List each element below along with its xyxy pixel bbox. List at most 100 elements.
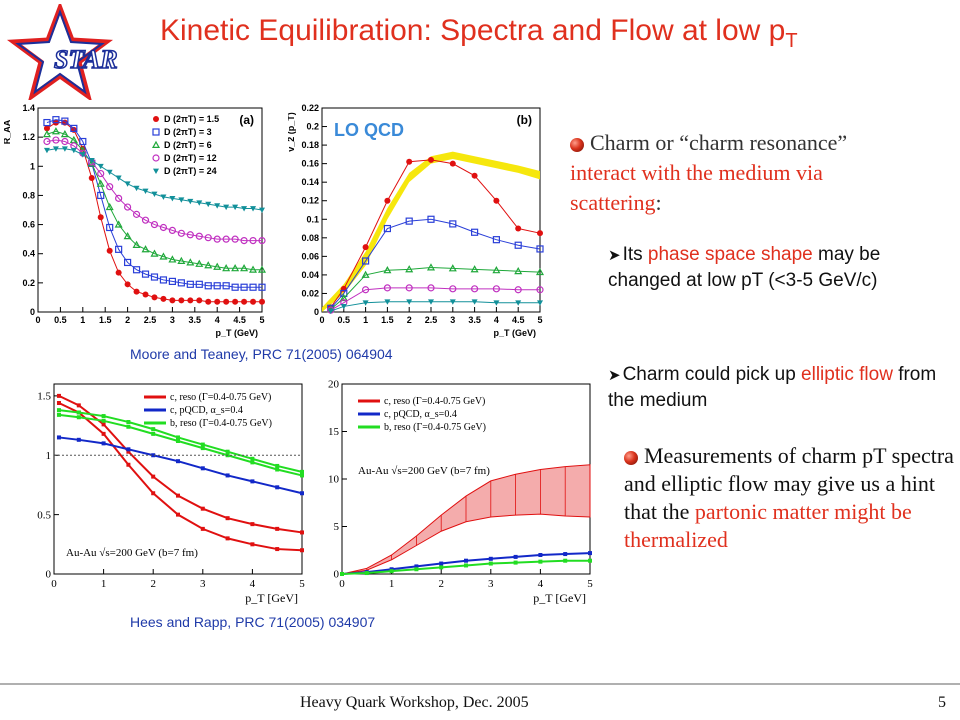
annotation-lo-qcd: LO QCD [334,120,404,140]
data-point [76,415,81,420]
data-point [339,293,348,302]
data-point [249,265,258,273]
data-point [176,512,180,517]
series-line [330,287,540,311]
data-point [79,152,86,158]
data-point [43,147,50,154]
data-point [61,137,69,146]
data-point [204,282,212,290]
x-tick-label: 2 [438,578,444,590]
data-point [488,561,493,566]
data-point [383,224,392,233]
y-axis-label: R_AA [4,119,12,144]
legend-label: b, reso (Γ=0.4-0.75 GeV) [170,418,272,429]
data-point [177,256,186,264]
data-point [493,197,500,204]
data-point [204,234,212,242]
y-tick-label: 0.16 [301,159,319,169]
legend-marker [153,116,159,122]
data-point [213,235,221,243]
slide-title: Kinetic Equilibration: Spectra and Flow … [160,14,798,53]
data-point [126,424,131,429]
data-point [151,427,156,432]
data-point [340,304,347,310]
data-point [231,264,240,272]
y-tick-label: 0.18 [301,140,319,150]
data-point [384,197,391,204]
data-point [178,297,185,304]
data-point [258,283,266,291]
data-point [196,297,203,304]
data-point [151,431,156,436]
data-point [449,285,457,293]
data-point [132,210,141,218]
data-point [52,146,59,152]
x-axis-label: p_T [GeV] [533,591,586,605]
y-tick-label: 0 [30,307,35,317]
y-tick-label: 0.14 [301,177,319,187]
data-point [449,299,456,305]
data-point [214,298,221,305]
data-point [151,294,158,301]
data-point [151,474,156,479]
data-point [537,230,543,237]
data-point [414,564,419,569]
y-tick-label: 0.4 [22,249,35,259]
data-point [151,191,158,197]
text-interact: interact with the medium via [570,160,823,185]
data-point [141,245,150,253]
data-point [141,216,150,224]
data-point [222,282,230,290]
legend-label: c, pQCD, α_s=0.4 [170,405,243,416]
data-point [176,493,180,498]
data-point [240,237,248,245]
data-point [115,175,122,181]
data-point [101,418,106,423]
legend-label: c, reso (Γ=0.4-0.75 GeV) [170,392,271,403]
citation-hees-rapp: Hees and Rapp, PRC 71(2005) 034907 [130,614,376,630]
data-point [115,245,123,253]
data-point [493,300,500,306]
x-axis-label: p_T [GeV] [245,591,298,605]
data-point [196,200,203,206]
data-point [133,288,140,295]
data-point [124,281,131,288]
data-point [275,547,280,552]
data-point [106,223,114,232]
data-point [300,469,304,474]
y-tick-label: 0.5 [37,509,51,521]
data-point [361,270,370,278]
data-point [588,551,592,556]
data-point [275,526,280,531]
x-tick-label: 3 [450,315,455,325]
x-tick-label: 3 [200,578,206,590]
data-point [249,237,257,245]
data-point [123,258,132,267]
data-point [492,285,500,293]
data-point [133,185,140,192]
legend-marker [151,140,161,149]
x-tick-label: 4 [215,315,220,325]
star-logo: STAR [6,4,118,100]
data-point [187,297,194,304]
legend-label: c, reso (Γ=0.4-0.75 GeV) [384,396,485,407]
x-tick-label: 4 [538,578,544,590]
data-point [195,232,203,240]
legend-label: D (2πT) = 1.5 [164,114,219,124]
data-point [340,572,344,576]
data-point [126,462,131,467]
data-point [327,308,334,315]
x-tick-label: 5 [259,315,264,325]
panel-label: (a) [239,113,254,127]
data-point [426,263,436,271]
data-point [76,437,81,442]
x-tick-label: 3.5 [468,315,481,325]
y-tick-label: 1 [30,161,35,171]
data-point [56,435,61,440]
data-point [471,228,479,236]
x-tick-label: 2.5 [425,315,438,325]
data-point [538,559,543,564]
data-point [535,267,545,276]
x-tick-label: 4.5 [233,315,246,325]
text-phase-space-shape: phase space shape [647,244,813,265]
